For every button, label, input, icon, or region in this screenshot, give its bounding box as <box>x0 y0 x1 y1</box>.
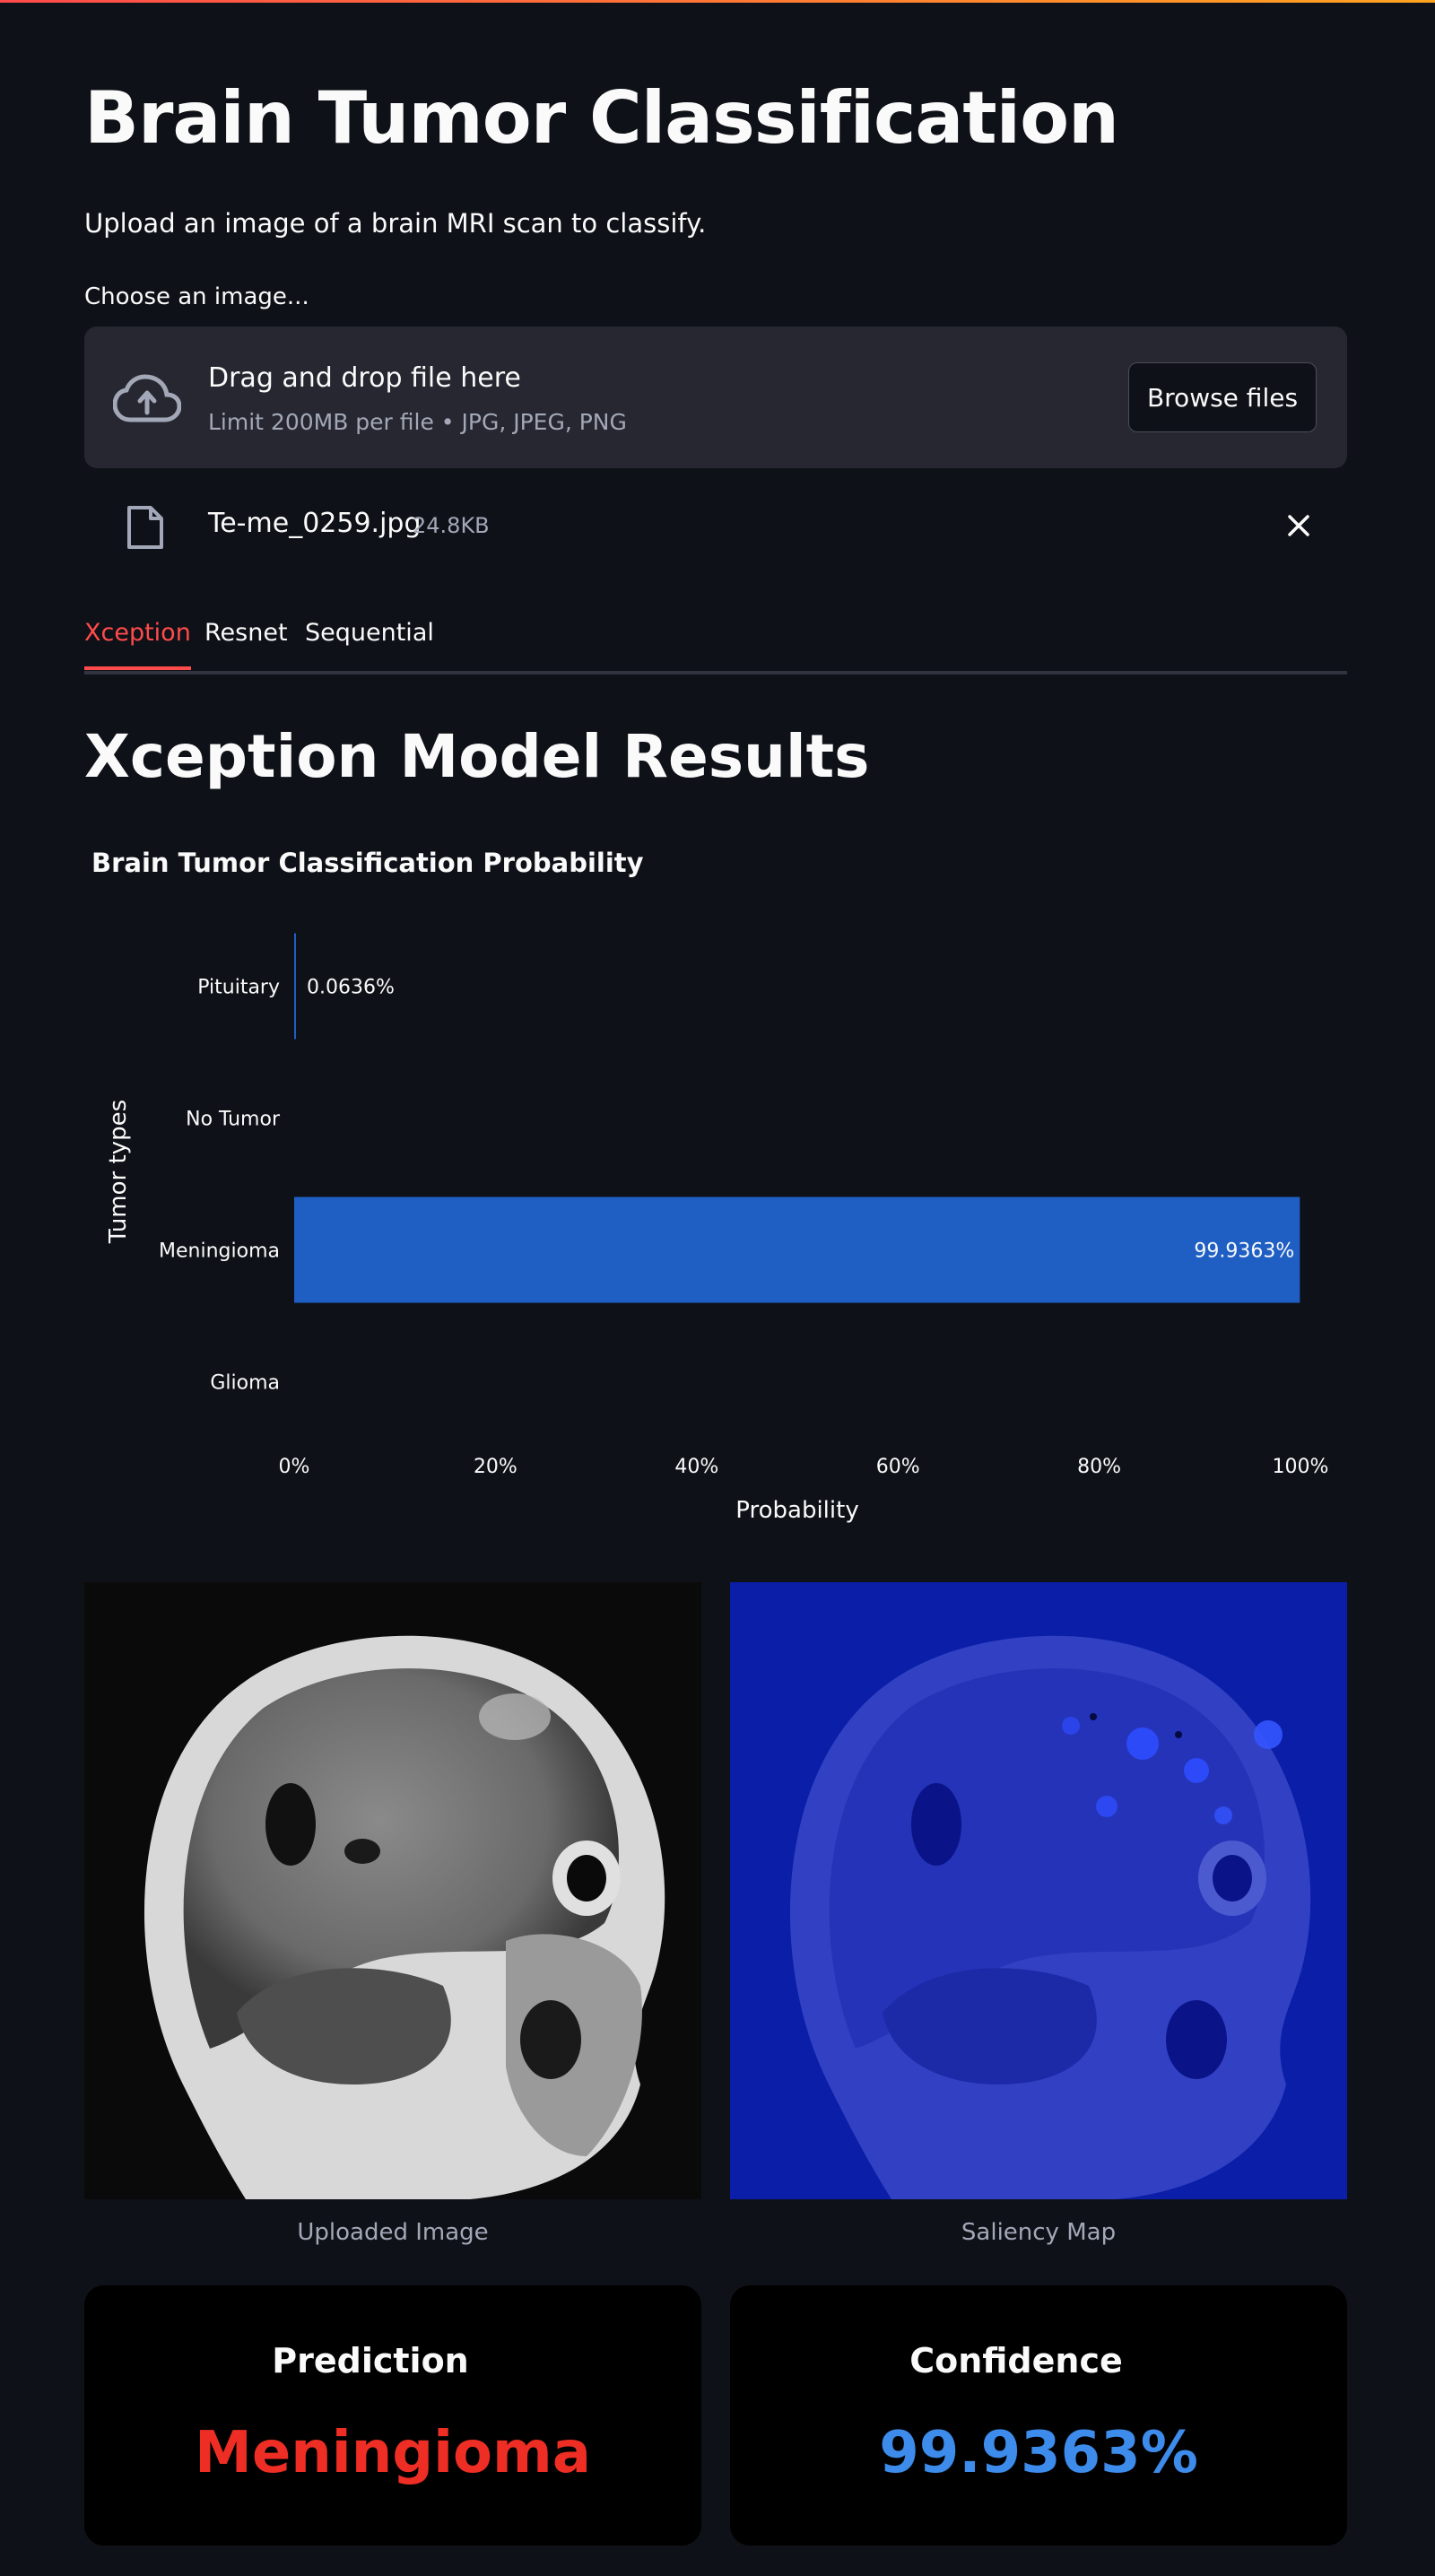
file-name: Te-me_0259.jpg <box>208 508 422 539</box>
uploaded-image <box>84 1582 701 2199</box>
uploader-label: Choose an image... <box>84 283 309 310</box>
chart-x-tick-label: 0% <box>279 1456 310 1478</box>
file-size: 24.8KB <box>413 513 490 538</box>
model-tabs: Xception Resnet Sequential <box>84 610 1347 674</box>
uploaded-image-caption: Uploaded Image <box>297 2219 489 2246</box>
chart-title: Brain Tumor Classification Probability <box>91 848 644 878</box>
confidence-label: Confidence <box>909 2341 1123 2380</box>
probability-chart: Brain Tumor Classification Probability Pi… <box>84 834 1347 1534</box>
chart-category-label: Pituitary <box>197 977 280 999</box>
chart-x-tick-label: 80% <box>1077 1456 1121 1478</box>
prediction-card: Prediction Meningioma <box>84 2285 701 2546</box>
file-dropzone[interactable]: Drag and drop file here Limit 200MB per … <box>84 326 1347 468</box>
confidence-card: Confidence 99.9363% <box>730 2285 1347 2546</box>
tab-sequential[interactable]: Sequential <box>305 619 434 647</box>
chart-x-axis-label: Probability <box>735 1497 858 1524</box>
file-icon <box>127 506 163 549</box>
chart-data-label: 99.9363% <box>1194 1240 1294 1263</box>
page-title: Brain Tumor Classification <box>84 76 1119 160</box>
prediction-label: Prediction <box>272 2341 469 2380</box>
section-title: Xception Model Results <box>84 722 870 791</box>
tab-xception[interactable]: Xception <box>84 619 191 670</box>
uploaded-file-row: Te-me_0259.jpg 24.8KB <box>84 495 1347 558</box>
chart-bar <box>294 1197 1300 1303</box>
saliency-map-image <box>730 1582 1347 2199</box>
confidence-value: 99.9363% <box>879 2420 1198 2486</box>
cloud-upload-icon <box>113 374 181 422</box>
mri-scan-image <box>84 1582 701 2199</box>
prediction-value: Meningioma <box>195 2420 591 2486</box>
chart-x-tick-label: 20% <box>474 1456 517 1478</box>
dropzone-instruction: Drag and drop file here <box>208 362 521 394</box>
chart-bar <box>294 933 296 1040</box>
chart-x-tick-label: 60% <box>876 1456 920 1478</box>
chart-x-tick-label: 40% <box>674 1456 718 1478</box>
chart-data-label: 0.0636% <box>307 977 395 999</box>
page-subtitle: Upload an image of a brain MRI scan to c… <box>84 208 707 239</box>
saliency-map-graphic <box>730 1582 1347 2199</box>
browse-files-button[interactable]: Browse files <box>1128 362 1317 432</box>
chart-category-label: No Tumor <box>186 1109 281 1131</box>
probability-chart-svg: Brain Tumor Classification Probability Pi… <box>91 848 1329 1524</box>
dropzone-limit-text: Limit 200MB per file • JPG, JPEG, PNG <box>208 409 627 435</box>
top-decoration-bar <box>0 0 1435 3</box>
chart-category-label: Meningioma <box>159 1240 280 1263</box>
saliency-map-caption: Saliency Map <box>961 2219 1117 2246</box>
chart-y-axis-label: Tumor types <box>105 1100 132 1244</box>
close-icon[interactable] <box>1283 509 1315 542</box>
tab-resnet[interactable]: Resnet <box>204 619 288 647</box>
chart-x-tick-label: 100% <box>1273 1456 1329 1478</box>
chart-category-label: Glioma <box>210 1372 280 1395</box>
